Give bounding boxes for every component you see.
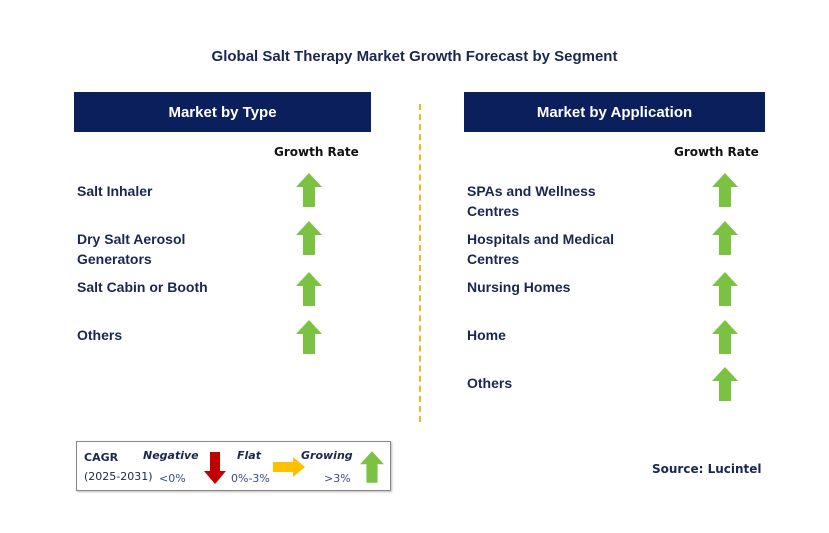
- application-item-nursing-homes: Nursing Homes: [467, 279, 571, 295]
- legend-period: (2025-2031): [84, 470, 153, 483]
- panel-divider: [419, 104, 421, 422]
- up-arrow-icon: [712, 272, 738, 306]
- down-arrow-icon: [204, 452, 226, 484]
- application-item-others: Others: [467, 375, 513, 391]
- legend-growing-label: Growing: [301, 449, 353, 462]
- legend-flat-range: 0%-3%: [231, 472, 270, 485]
- up-arrow-icon: [296, 320, 322, 354]
- type-item-others: Others: [77, 327, 123, 343]
- up-arrow-icon: [296, 221, 322, 255]
- type-item-salt-inhaler: Salt Inhaler: [77, 183, 153, 199]
- up-arrow-icon: [712, 320, 738, 354]
- legend-negative-range: <0%: [159, 472, 186, 485]
- application-item-hospitals-and-medical-centres: Hospitals and Medical Centres: [467, 231, 615, 267]
- application-item-home: Home: [467, 327, 506, 343]
- source-label: Source: Lucintel: [652, 462, 762, 476]
- right-growth-rate-label: Growth Rate: [674, 145, 759, 159]
- left-growth-rate-label: Growth Rate: [274, 145, 359, 159]
- up-arrow-icon: [360, 451, 384, 483]
- up-arrow-icon: [296, 173, 322, 207]
- market-by-application-header: Market by Application: [464, 92, 765, 132]
- type-item-dry-salt-aerosol-generators: Dry Salt Aerosol Generators: [77, 231, 186, 267]
- right-arrow-icon: [273, 457, 305, 477]
- cagr-legend: CAGR (2025-2031) Negative <0% Flat 0%-3%…: [76, 441, 391, 491]
- application-item-spas-and-wellness-centres: SPAs and Wellness Centres: [467, 183, 596, 219]
- market-by-type-header: Market by Type: [74, 92, 371, 132]
- type-item-salt-cabin-or-booth: Salt Cabin or Booth: [77, 279, 208, 295]
- up-arrow-icon: [712, 221, 738, 255]
- up-arrow-icon: [712, 367, 738, 401]
- legend-cagr-label: CAGR: [84, 451, 119, 464]
- legend-flat-label: Flat: [237, 449, 261, 462]
- chart-title: Global Salt Therapy Market Growth Foreca…: [211, 48, 618, 65]
- legend-negative-label: Negative: [143, 449, 199, 462]
- up-arrow-icon: [296, 272, 322, 306]
- legend-growing-range: >3%: [324, 472, 351, 485]
- up-arrow-icon: [712, 173, 738, 207]
